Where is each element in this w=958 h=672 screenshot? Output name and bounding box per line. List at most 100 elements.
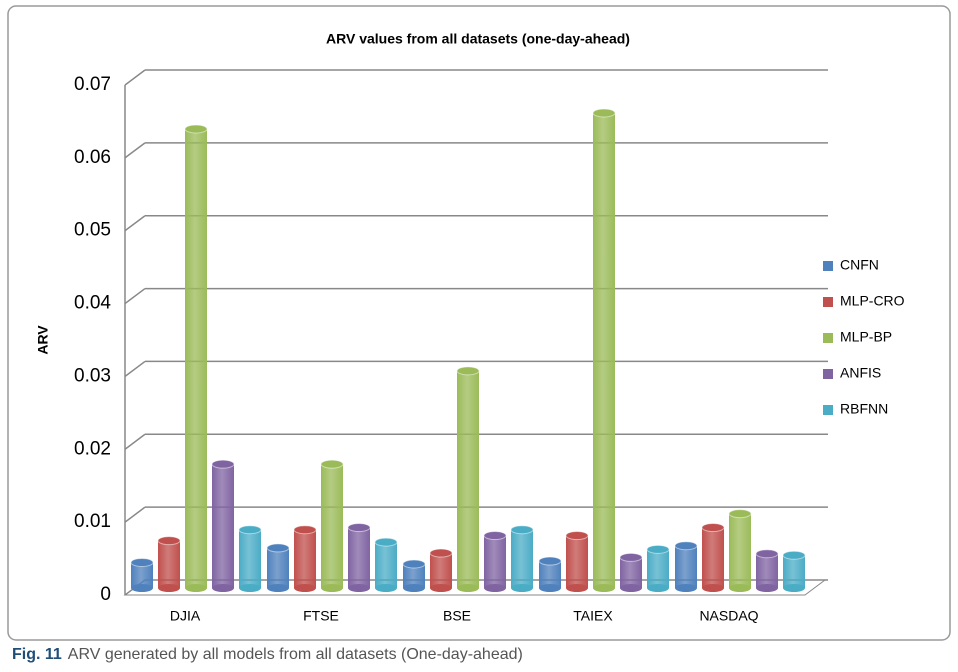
bar — [701, 523, 725, 592]
bar — [130, 558, 154, 592]
bar-body — [675, 545, 697, 588]
bar — [293, 525, 317, 592]
bar-base — [321, 584, 343, 592]
bar-top — [456, 366, 480, 376]
chart-frame — [7, 5, 951, 641]
bar-body — [620, 557, 642, 588]
y-tick-label: 0.04 — [74, 293, 111, 314]
bar-top — [619, 552, 643, 562]
bar — [755, 549, 779, 592]
bar — [646, 544, 670, 592]
bar-base — [430, 584, 452, 592]
x-tick-label: TAIEX — [573, 608, 613, 624]
x-tick-label: DJIA — [170, 608, 201, 624]
bar-top — [728, 509, 752, 519]
bar-top — [565, 531, 589, 541]
bar-body — [375, 542, 397, 588]
bar-top — [374, 537, 398, 547]
bar-base — [267, 584, 289, 592]
x-tick-label: FTSE — [303, 608, 339, 624]
legend-label: CNFN — [840, 257, 879, 273]
bar-top — [510, 525, 534, 535]
bar-top — [211, 459, 235, 469]
bar-top — [646, 544, 670, 554]
y-tick-label: 0.03 — [74, 365, 111, 386]
bar — [483, 531, 507, 592]
bar-top — [347, 523, 371, 533]
bar-top — [266, 543, 290, 553]
legend-swatch — [823, 297, 833, 307]
bar-base — [239, 584, 261, 592]
grid-line-side — [124, 433, 146, 450]
bar-body — [484, 535, 506, 588]
bar-body — [729, 513, 751, 588]
bar-base — [131, 584, 153, 592]
bar — [157, 536, 181, 592]
bar — [211, 459, 235, 592]
bar-base — [675, 584, 697, 592]
grid-line-side — [124, 142, 146, 159]
grid-line-side — [124, 506, 146, 523]
bar-body — [267, 547, 289, 588]
legend-swatch — [823, 405, 833, 415]
bar-top — [538, 556, 562, 566]
y-tick-label: 0 — [100, 584, 111, 605]
bar — [538, 556, 562, 592]
bar-top — [402, 559, 426, 569]
bar — [347, 523, 371, 592]
bar-base — [647, 584, 669, 592]
bar — [402, 559, 426, 592]
bar-base — [539, 584, 561, 592]
bar — [782, 550, 806, 592]
bar — [510, 525, 534, 592]
caption-text: ARV generated by all models from all dat… — [68, 646, 523, 663]
bar-base — [403, 584, 425, 592]
bar — [592, 108, 616, 592]
bar-body — [403, 563, 425, 588]
bar-body — [348, 527, 370, 588]
bar — [565, 531, 589, 592]
bar-base — [756, 584, 778, 592]
bar — [238, 525, 262, 592]
bar-base — [375, 584, 397, 592]
caption-label: Fig. 11 — [12, 646, 62, 663]
bar-top — [755, 549, 779, 559]
bar — [374, 537, 398, 592]
legend-label: ANFIS — [840, 365, 881, 381]
bar — [456, 366, 480, 592]
grid-line-side — [124, 215, 146, 232]
bar-top — [674, 541, 698, 551]
bar-body — [511, 529, 533, 588]
bar-body — [212, 464, 234, 588]
bar — [266, 543, 290, 592]
bar-top — [429, 548, 453, 558]
bar — [320, 459, 344, 592]
y-tick-label: 0.05 — [74, 220, 111, 241]
bar-base — [593, 584, 615, 592]
bar-base — [783, 584, 805, 592]
bar-top — [592, 108, 616, 118]
bar-top — [184, 124, 208, 134]
bar-body — [539, 561, 561, 588]
bar — [619, 552, 643, 592]
grid-line-side — [124, 69, 146, 86]
y-tick-label: 0.01 — [74, 511, 111, 532]
legend-label: RBFNN — [840, 401, 888, 417]
bar-body — [593, 112, 615, 588]
bar-base — [729, 584, 751, 592]
bar-top — [701, 523, 725, 533]
legend-label: MLP-BP — [840, 329, 892, 345]
bar-body — [158, 540, 180, 588]
bar-base — [566, 584, 588, 592]
bar-top — [320, 459, 344, 469]
y-axis-label: ARV — [35, 325, 51, 355]
legend-label: MLP-CRO — [840, 293, 905, 309]
bar — [728, 509, 752, 592]
y-tick-label: 0.07 — [74, 74, 111, 95]
bar — [184, 124, 208, 592]
legend-swatch — [823, 333, 833, 343]
grid-line-side — [124, 287, 146, 305]
bar-base — [484, 584, 506, 592]
